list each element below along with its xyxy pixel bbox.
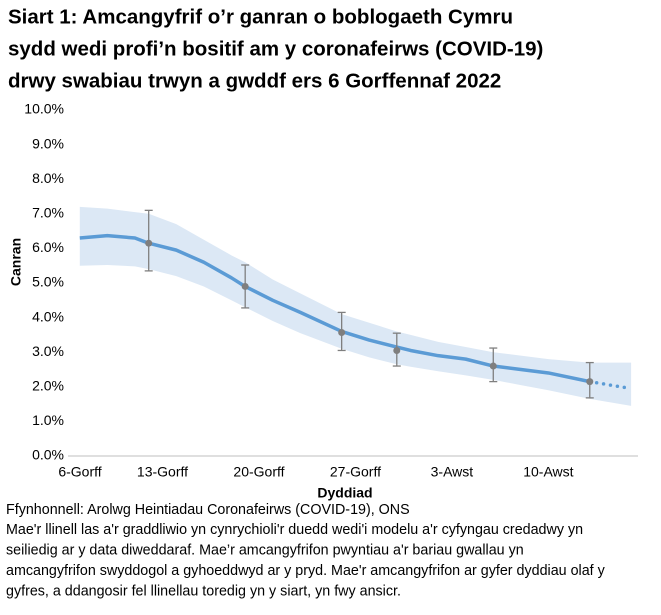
footnote: gyfres, a ddangosir fel llinellau toredi…: [6, 583, 401, 599]
y-tick-label: 6.0%: [32, 239, 64, 255]
y-tick-label: 7.0%: [32, 205, 64, 221]
point-estimate: [241, 282, 249, 290]
x-tick-label: 27-Gorff: [330, 464, 381, 480]
y-tick-label: 10.0%: [24, 101, 64, 117]
footnote: Mae'r llinell las a'r graddliwio yn cynr…: [6, 522, 583, 538]
footnote: amcangyfrifon swyddogol a gyhoeddwyd ar …: [6, 563, 606, 579]
y-tick-label: 9.0%: [32, 135, 64, 151]
point-estimate: [393, 346, 401, 354]
x-tick-label: 10-Awst: [523, 464, 573, 480]
chart-title: sydd wedi profi’n bositif am y coronafei…: [8, 37, 543, 60]
credible-interval: [79, 206, 632, 406]
y-tick-label: 8.0%: [32, 170, 64, 186]
x-axis-label: Dyddiad: [317, 485, 372, 501]
trend-line: [588, 379, 633, 391]
y-axis-label: Canran: [8, 238, 24, 286]
trend-line: [79, 233, 591, 384]
y-tick-label: 1.0%: [32, 412, 64, 428]
x-tick-label: 6-Gorff: [58, 464, 101, 480]
y-tick-label: 5.0%: [32, 274, 64, 290]
point-estimate: [145, 239, 153, 247]
x-tick-label: 13-Gorff: [137, 464, 188, 480]
y-tick-label: 0.0%: [32, 447, 64, 463]
x-tick-label: 3-Awst: [431, 464, 474, 480]
y-tick-label: 4.0%: [32, 308, 64, 324]
point-estimate: [489, 362, 497, 370]
point-estimate: [338, 328, 346, 336]
chart-title: Siart 1: Amcangyfrif o’r ganran o boblog…: [8, 5, 513, 28]
y-tick-label: 3.0%: [32, 343, 64, 359]
chart-title: drwy swabiau trwyn a gwddf ers 6 Gorffen…: [8, 69, 501, 92]
point-estimate: [586, 378, 594, 386]
y-tick-label: 2.0%: [32, 378, 64, 394]
source: Ffynhonnell: Arolwg Heintiadau Coronafei…: [6, 502, 410, 518]
footnote: seiliedig ar y data diweddaraf. Mae’r am…: [6, 542, 524, 558]
x-tick-label: 20-Gorff: [233, 464, 284, 480]
